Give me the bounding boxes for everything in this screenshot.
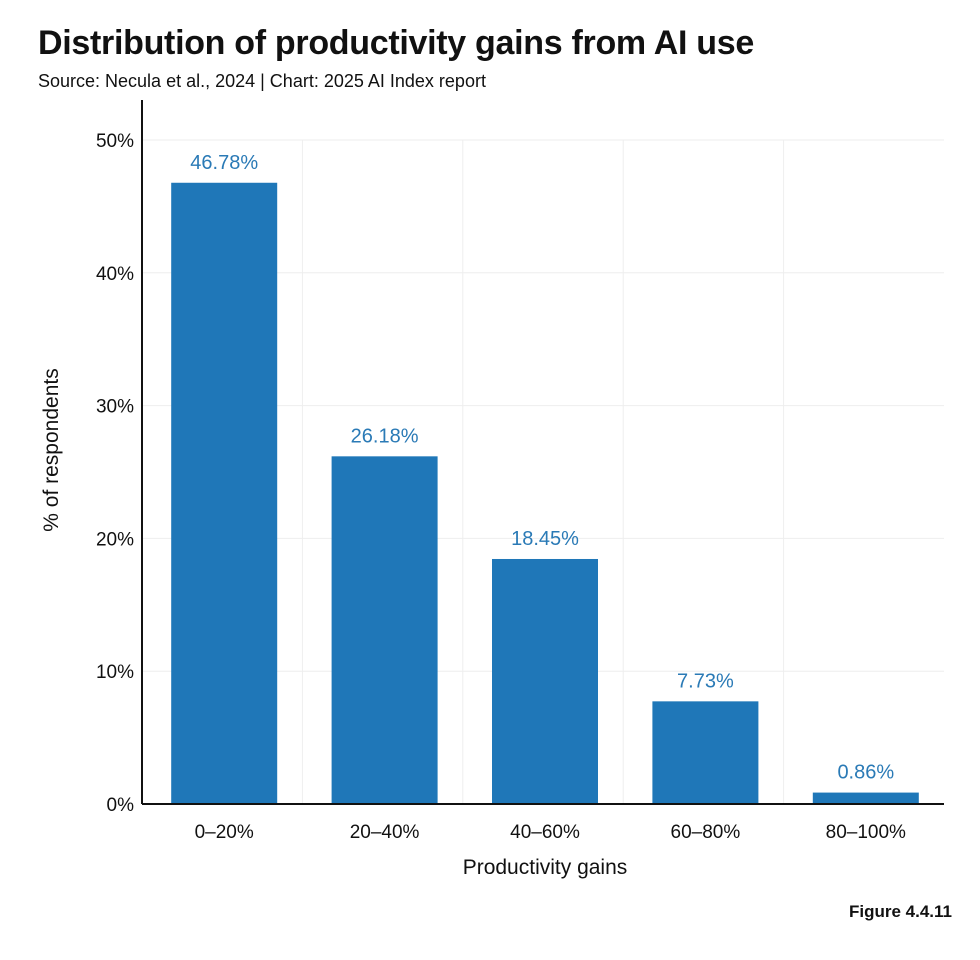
bars — [171, 182, 919, 804]
x-tick-label: 20–40% — [350, 822, 420, 843]
bar-value-label: 0.86% — [837, 762, 894, 784]
x-tick-label: 80–100% — [826, 822, 906, 843]
bar — [171, 182, 278, 804]
x-tick-label: 40–60% — [510, 822, 580, 843]
y-tick-label: 20% — [96, 529, 134, 550]
y-tick-label: 50% — [96, 131, 134, 152]
axes — [141, 100, 944, 805]
y-tick-label: 0% — [107, 795, 135, 816]
bar — [652, 701, 759, 804]
bar-value-label: 26.18% — [351, 425, 419, 447]
labels: 0% 10% 20% 30% 40% 50% 46.78% 0–20% 26.18% 20–40%… — [40, 131, 906, 879]
bar — [331, 456, 438, 804]
x-axis-title: Productivity gains — [463, 856, 628, 879]
y-tick-label: 40% — [96, 264, 134, 285]
bar-value-label: 7.73% — [677, 670, 734, 692]
chart-title: Distribution of productivity gains from … — [38, 24, 754, 62]
x-tick-label: 60–80% — [671, 822, 741, 843]
x-tick-label: 0–20% — [195, 822, 254, 843]
chart-subtitle: Source: Necula et al., 2024 | Chart: 202… — [38, 71, 486, 91]
bar-value-label: 46.78% — [190, 152, 258, 174]
figure-label: Figure 4.4.11 — [849, 902, 952, 921]
bar-value-label: 18.45% — [511, 528, 579, 550]
bar — [812, 792, 919, 804]
bar — [492, 558, 598, 804]
y-axis-title: % of respondents — [40, 368, 63, 531]
y-tick-label: 10% — [96, 662, 134, 683]
y-tick-label: 30% — [96, 397, 134, 418]
